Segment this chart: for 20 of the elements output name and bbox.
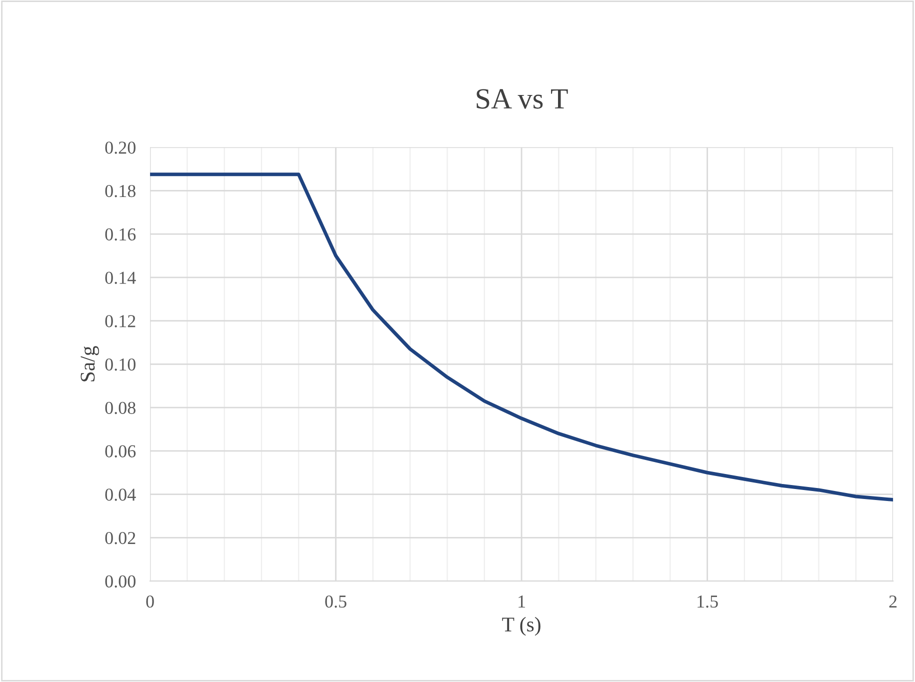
y-axis-title: Sa/g (80, 346, 100, 382)
x-tick-label: 1 (518, 596, 525, 608)
y-tick-label: 0.18 (105, 184, 136, 198)
line-series (150, 172, 894, 502)
y-tick-label: 0.06 (105, 445, 136, 458)
x-tick-label: 2 (889, 596, 897, 608)
chart-title: SA vs T (476, 89, 568, 109)
y-tick-label: 0.04 (105, 488, 136, 501)
y-tick-label: 0.20 (105, 142, 136, 154)
y-tick-label: 0.16 (105, 228, 136, 241)
y-tick-label: 0.14 (105, 272, 136, 284)
x-tick-label: 0 (146, 595, 154, 608)
y-tick-label: 0.12 (105, 315, 136, 328)
x-tick-label: 1.5 (698, 596, 718, 608)
x-axis-title: T (s) (502, 616, 540, 636)
y-tick-label: 0.00 (105, 575, 136, 588)
y-tick-label: 0.02 (105, 532, 136, 544)
x-tick-label: 0.5 (325, 595, 346, 608)
y-tick-label: 0.08 (105, 402, 136, 414)
y-tick-label: 0.10 (105, 358, 136, 371)
